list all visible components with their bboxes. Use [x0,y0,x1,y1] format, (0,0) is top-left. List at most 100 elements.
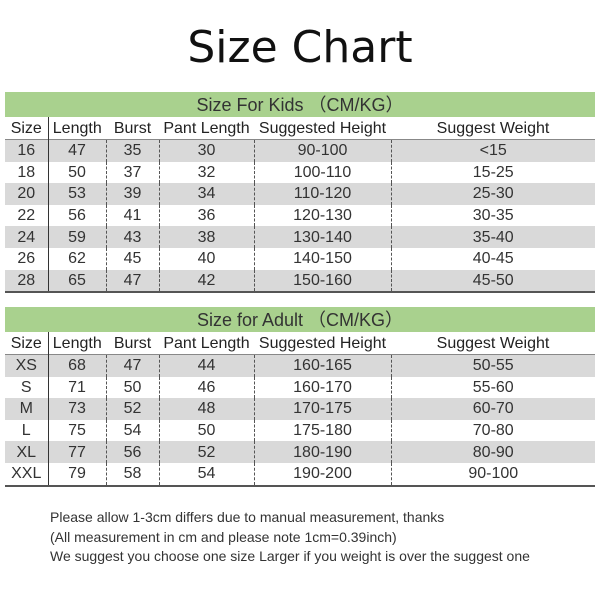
table-cell: 47 [105,354,159,377]
table-cell: 130-140 [253,226,391,248]
adult-header-row: Size Length Burst Pant Length Suggested Heig… [5,332,595,355]
page-title: Size Chart [187,22,413,73]
table-cell: XXL [11,465,42,483]
table-cell: 25-30 [390,183,595,205]
table-cell: 65 [47,269,106,293]
note-line: (All measurement in cm and please note 1… [50,528,397,545]
table-cell: 35-40 [390,226,595,248]
table-cell: XS [5,354,48,377]
table-row: XL 77 56 52 180-190 80-90 [5,441,595,463]
table-cell: 18 [17,163,36,181]
table-cell: 50 [105,376,159,399]
table-cell: 20 [5,183,48,205]
table-cell: 175-180 [253,419,391,442]
column-header: Size [10,334,42,352]
table-cell: 140-150 [253,247,391,270]
table-cell: 60-70 [390,398,595,420]
notes: Please allow 1-3cm differs due to manual… [50,508,530,567]
column-header: Pant Length [163,119,250,137]
table-cell: 45-50 [390,269,595,293]
table-cell: 43 [105,226,159,248]
table-cell: 37 [105,161,159,184]
table-cell: 55-60 [390,376,595,399]
table-cell: 22 [17,207,36,225]
table-cell: 71 [47,376,106,399]
table-cell: 77 [47,441,106,463]
table-row: 20 53 39 34 110-120 25-30 [5,183,595,205]
table-row: XS 68 47 44 160-165 50-55 [5,354,595,377]
table-cell: 59 [47,226,106,248]
table-cell: 47 [105,269,159,293]
table-cell: 52 [158,441,254,463]
table-cell: 39 [105,183,159,205]
table-cell: 52 [105,398,159,420]
table-cell: 42 [158,269,254,293]
table-row: 24 59 43 38 130-140 35-40 [5,226,595,248]
adult-table: Size Length Burst Pant Length Suggested Heig… [5,332,595,487]
table-cell: 120-130 [253,204,391,227]
column-header: Burst [113,334,152,352]
table-cell: 50 [158,419,254,442]
column-header: Size [10,119,42,137]
table-cell: 54 [105,419,159,442]
table-cell: 45 [105,247,159,270]
table-row: S 71 50 46 160-170 55-60 [5,376,595,399]
kids-size-table: Size For Kids （CM/KG） Size Length Burst Pan… [5,92,595,293]
table-cell: 160-170 [253,376,391,399]
column-header: Suggested Height [258,334,387,352]
table-cell: 90-100 [390,462,595,486]
table-cell: 30-35 [390,204,595,227]
table-cell: 30 [158,139,254,162]
table-cell: 47 [47,139,106,162]
table-cell: 16 [5,139,48,162]
table-cell: 35 [105,139,159,162]
note-line: Please allow 1-3cm differs due to manual… [50,509,445,525]
table-cell: L [21,422,31,440]
note-line: We suggest you choose one size Larger if… [50,548,530,564]
table-cell: 150-160 [253,269,391,293]
table-cell: 75 [47,419,106,442]
table-cell: 50 [47,161,106,184]
table-cell: 44 [158,354,254,377]
table-cell: 56 [105,441,159,463]
table-cell: 24 [5,226,48,248]
table-row: 18 50 37 32 100-110 15-25 [5,161,595,184]
table-row: 26 62 45 40 140-150 40-45 [5,247,595,270]
table-row: XXL 79 58 54 190-200 90-100 [5,462,595,486]
column-header: Suggest Weight [436,119,550,137]
adult-size-table: Size for Adult （CM/KG） Size Length Burst Pa… [5,307,595,487]
table-cell: 58 [105,462,159,486]
column-header: Suggest Weight [436,334,550,352]
table-row: M 73 52 48 170-175 60-70 [5,398,595,420]
table-cell: 80-90 [390,441,595,463]
column-header: Length [47,332,106,355]
table-cell: 40 [158,247,254,270]
table-cell: 36 [158,204,254,227]
table-row: L 75 54 50 175-180 70-80 [5,419,595,442]
table-cell: 79 [47,462,106,486]
table-cell: 73 [47,398,106,420]
column-header: Suggested Height [258,119,387,137]
table-cell: 15-25 [390,161,595,184]
table-cell: 26 [17,250,36,268]
table-cell: 100-110 [253,161,391,184]
column-header: Length [47,117,106,140]
table-cell: 53 [47,183,106,205]
table-row: 16 47 35 30 90-100 <15 [5,139,595,162]
table-cell: 38 [158,226,254,248]
kids-table-heading: Size For Kids （CM/KG） [5,92,595,117]
table-cell: 46 [158,376,254,399]
table-cell: S [20,378,32,396]
table-cell: 41 [105,204,159,227]
table-cell: 40-45 [390,247,595,270]
table-cell: 62 [47,247,106,270]
column-header: Pant Length [163,334,250,352]
kids-header-row: Size Length Burst Pant Length Suggested Heig… [5,117,595,140]
table-cell: 190-200 [253,462,391,486]
table-cell: 34 [158,183,254,205]
table-cell: 170-175 [253,398,391,420]
table-cell: 90-100 [253,139,391,162]
table-cell: 68 [47,354,106,377]
table-cell: 56 [47,204,106,227]
column-header: Burst [113,119,152,137]
